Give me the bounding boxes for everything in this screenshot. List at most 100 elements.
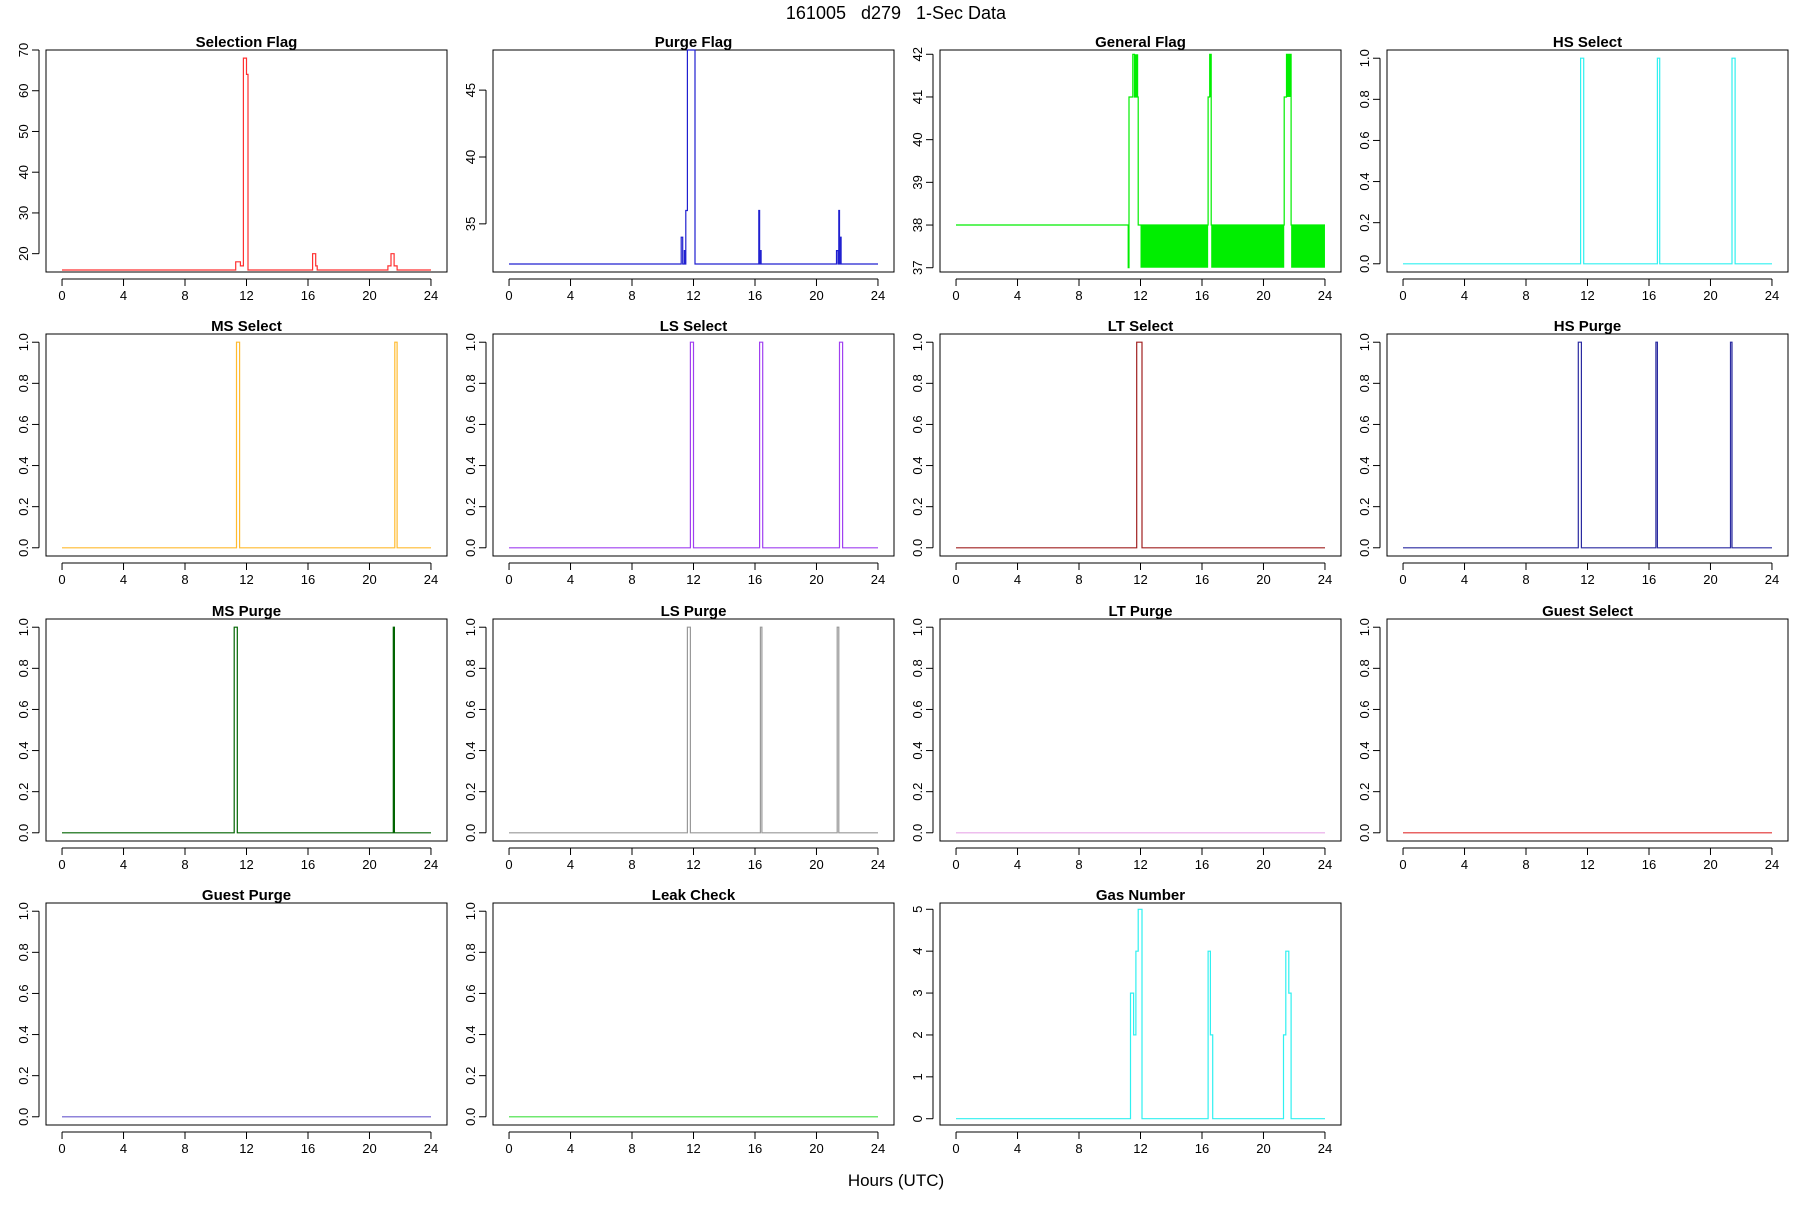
y-axis: 0.0 0.2 0.4 0.6 0.8 1.0 — [463, 333, 487, 557]
series-line — [956, 341, 1325, 549]
x-tick-label: 24 — [1318, 288, 1332, 303]
x-tick-label: 16 — [748, 288, 762, 303]
y-tick-label: 2 — [910, 1031, 925, 1038]
x-tick-label: 4 — [1014, 572, 1021, 587]
y-tick-label: 0.0 — [16, 1108, 31, 1126]
y-tick-label: 3 — [910, 989, 925, 996]
x-tick-label: 20 — [362, 288, 376, 303]
y-tick-label: 41 — [910, 90, 925, 104]
series-line — [1403, 57, 1772, 265]
panel-leak-check: Leak Check 0 4 8 12 16 20 24 0.0 0.2 0.4 0.6 0.8 1.0 — [463, 887, 895, 1156]
x-tick-label: 0 — [952, 572, 959, 587]
x-tick-label: 20 — [809, 1141, 823, 1156]
y-axis: 20 30 40 50 60 70 — [16, 43, 40, 261]
data-band — [1134, 54, 1139, 97]
panel-title: Guest Purge — [202, 887, 291, 904]
panel-title: Purge Flag — [655, 34, 733, 51]
x-tick-label: 4 — [567, 857, 574, 872]
y-tick-label: 45 — [463, 83, 478, 97]
y-axis: 0.0 0.2 0.4 0.6 0.8 1.0 — [1357, 618, 1381, 842]
x-tick-label: 12 — [1133, 857, 1147, 872]
panel-title: General Flag — [1095, 34, 1186, 51]
x-tick-label: 16 — [301, 572, 315, 587]
series-line — [1403, 341, 1772, 549]
x-axis: 0 4 8 12 16 20 24 — [952, 1131, 1332, 1156]
panel-frame — [492, 902, 895, 1126]
x-tick-label: 20 — [1256, 857, 1270, 872]
x-tick-label: 8 — [1075, 1141, 1082, 1156]
y-tick-label: 39 — [910, 175, 925, 189]
x-tick-label: 12 — [686, 1141, 700, 1156]
y-tick-label: 0.0 — [1357, 255, 1372, 273]
x-tick-label: 16 — [1642, 857, 1656, 872]
panel-title: LS Select — [660, 318, 728, 335]
x-axis: 0 4 8 12 16 20 24 — [1399, 847, 1779, 872]
y-axis: 0.0 0.2 0.4 0.6 0.8 1.0 — [16, 902, 40, 1126]
panel-frame — [45, 902, 448, 1126]
panel-frame — [939, 618, 1342, 842]
x-tick-label: 20 — [362, 572, 376, 587]
x-tick-label: 8 — [181, 288, 188, 303]
y-tick-label: 0.4 — [16, 742, 31, 760]
panel-ls-purge: LS Purge 0 4 8 12 16 20 24 0.0 0.2 0.4 0.6 0.8 1.0 — [463, 603, 895, 872]
y-tick-label: 0.6 — [910, 700, 925, 718]
y-tick-label: 1.0 — [463, 618, 478, 636]
x-tick-label: 16 — [1195, 572, 1209, 587]
x-tick-label: 12 — [1580, 288, 1594, 303]
x-axis: 0 4 8 12 16 20 24 — [505, 278, 885, 303]
y-tick-label: 42 — [910, 47, 925, 61]
x-tick-label: 0 — [1399, 572, 1406, 587]
x-tick-label: 16 — [301, 1141, 315, 1156]
y-tick-label: 1 — [910, 1073, 925, 1080]
y-tick-label: 0.0 — [16, 824, 31, 842]
x-tick-label: 16 — [301, 857, 315, 872]
y-tick-label: 0.2 — [1357, 214, 1372, 232]
y-tick-label: 0.2 — [16, 783, 31, 801]
x-tick-label: 8 — [181, 1141, 188, 1156]
y-tick-label: 0.6 — [1357, 700, 1372, 718]
y-tick-label: 1.0 — [910, 333, 925, 351]
y-tick-label: 1.0 — [16, 902, 31, 920]
panel-ls-select: LS Select 0 4 8 12 16 20 24 0.0 0.2 0.4 0.6 0.8 1.0 — [463, 318, 895, 587]
x-tick-label: 4 — [120, 857, 127, 872]
series-line — [956, 53, 1325, 269]
y-tick-label: 1.0 — [16, 618, 31, 636]
x-tick-label: 8 — [628, 1141, 635, 1156]
y-tick-label: 37 — [910, 260, 925, 274]
x-tick-label: 20 — [1703, 572, 1717, 587]
x-tick-label: 16 — [1195, 857, 1209, 872]
x-tick-label: 0 — [505, 1141, 512, 1156]
x-axis: 0 4 8 12 16 20 24 — [505, 562, 885, 587]
y-tick-label: 38 — [910, 218, 925, 232]
y-tick-label: 20 — [16, 246, 31, 260]
x-tick-label: 8 — [1522, 572, 1529, 587]
y-tick-label: 0.0 — [1357, 539, 1372, 557]
x-tick-label: 12 — [239, 572, 253, 587]
x-tick-label: 8 — [628, 288, 635, 303]
x-tick-label: 4 — [1461, 857, 1468, 872]
x-tick-label: 24 — [1318, 1141, 1332, 1156]
panel-guest-select: Guest Select 0 4 8 12 16 20 24 0.0 0.2 0.4 0.6 0.8 1.… — [1357, 603, 1789, 872]
y-tick-label: 0.0 — [463, 824, 478, 842]
x-tick-label: 8 — [628, 572, 635, 587]
panel-frame — [939, 333, 1342, 557]
x-tick-label: 4 — [120, 288, 127, 303]
panel-title: MS Purge — [212, 603, 281, 620]
x-tick-label: 16 — [1642, 288, 1656, 303]
x-axis: 0 4 8 12 16 20 24 — [1399, 562, 1779, 587]
x-tick-label: 24 — [424, 288, 438, 303]
x-tick-label: 0 — [952, 288, 959, 303]
y-tick-label: 0.2 — [463, 498, 478, 516]
panel-frame — [939, 902, 1342, 1126]
x-tick-label: 24 — [871, 572, 885, 587]
y-tick-label: 0.6 — [16, 984, 31, 1002]
x-tick-label: 20 — [1703, 857, 1717, 872]
x-tick-label: 20 — [809, 857, 823, 872]
x-tick-label: 12 — [686, 857, 700, 872]
x-tick-label: 8 — [181, 572, 188, 587]
x-tick-label: 8 — [1075, 857, 1082, 872]
x-tick-label: 16 — [1195, 288, 1209, 303]
